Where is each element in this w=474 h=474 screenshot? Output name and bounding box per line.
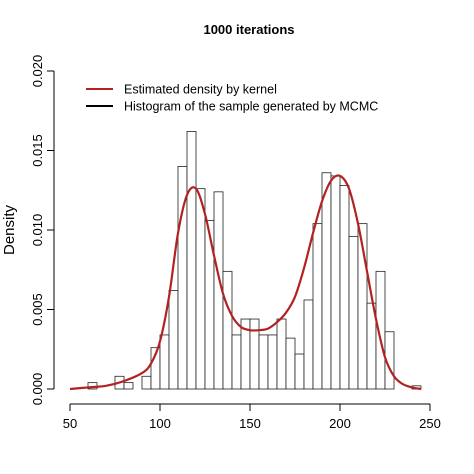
x-tick-label-2: 150 bbox=[239, 416, 261, 431]
histogram-bar-16 bbox=[231, 334, 242, 390]
histogram-bar-26 bbox=[321, 172, 332, 390]
histogram-bar-28 bbox=[339, 185, 350, 390]
y-tick-label-1: 0.005 bbox=[30, 293, 45, 326]
histogram-bars bbox=[87, 131, 422, 390]
histogram-bar-22 bbox=[285, 337, 296, 390]
histogram-bar-27 bbox=[330, 175, 341, 390]
histogram-bar-29 bbox=[348, 235, 359, 390]
legend-label-0: Estimated density by kernel bbox=[124, 83, 277, 97]
y-tick-label-0: 0.000 bbox=[30, 373, 45, 406]
axes: 50 100 150 200 250 0.000 0.005 0.010 0.015 0.020 bbox=[30, 55, 441, 431]
x-tick-label-1: 100 bbox=[149, 416, 171, 431]
kernel-density-layer bbox=[69, 174, 422, 391]
x-tick-label-3: 200 bbox=[329, 416, 351, 431]
histogram-bar-4 bbox=[123, 382, 134, 390]
histogram-bar-15 bbox=[222, 270, 233, 390]
legend-label-1: Histogram of the sample generated by MCM… bbox=[124, 100, 378, 114]
histogram-bar-12 bbox=[195, 188, 206, 390]
kernel-density-curve bbox=[69, 174, 422, 391]
x-tick-label-0: 50 bbox=[63, 416, 77, 431]
histogram-bar-19 bbox=[258, 334, 269, 390]
y-axis-label: Density bbox=[1, 204, 18, 255]
y-tick-label-4: 0.020 bbox=[30, 55, 45, 88]
histogram-bar-25 bbox=[312, 223, 323, 390]
y-tick-label-3: 0.015 bbox=[30, 134, 45, 167]
histogram-bar-8 bbox=[159, 334, 170, 390]
histogram-bar-9 bbox=[168, 290, 179, 390]
histogram-bar-24 bbox=[303, 299, 314, 390]
x-tick-label-4: 250 bbox=[419, 416, 441, 431]
histogram-bar-11 bbox=[186, 131, 197, 390]
histogram-bar-6 bbox=[141, 375, 152, 390]
legend: Estimated density by kernel Histogram of … bbox=[86, 83, 378, 114]
histogram-bar-20 bbox=[267, 334, 278, 390]
histogram-bar-32 bbox=[375, 270, 386, 390]
histogram-bar-23 bbox=[294, 353, 305, 390]
chart-title: 1000 iterations bbox=[203, 22, 294, 37]
y-tick-label-2: 0.010 bbox=[30, 214, 45, 247]
histogram-bar-21 bbox=[276, 318, 287, 390]
